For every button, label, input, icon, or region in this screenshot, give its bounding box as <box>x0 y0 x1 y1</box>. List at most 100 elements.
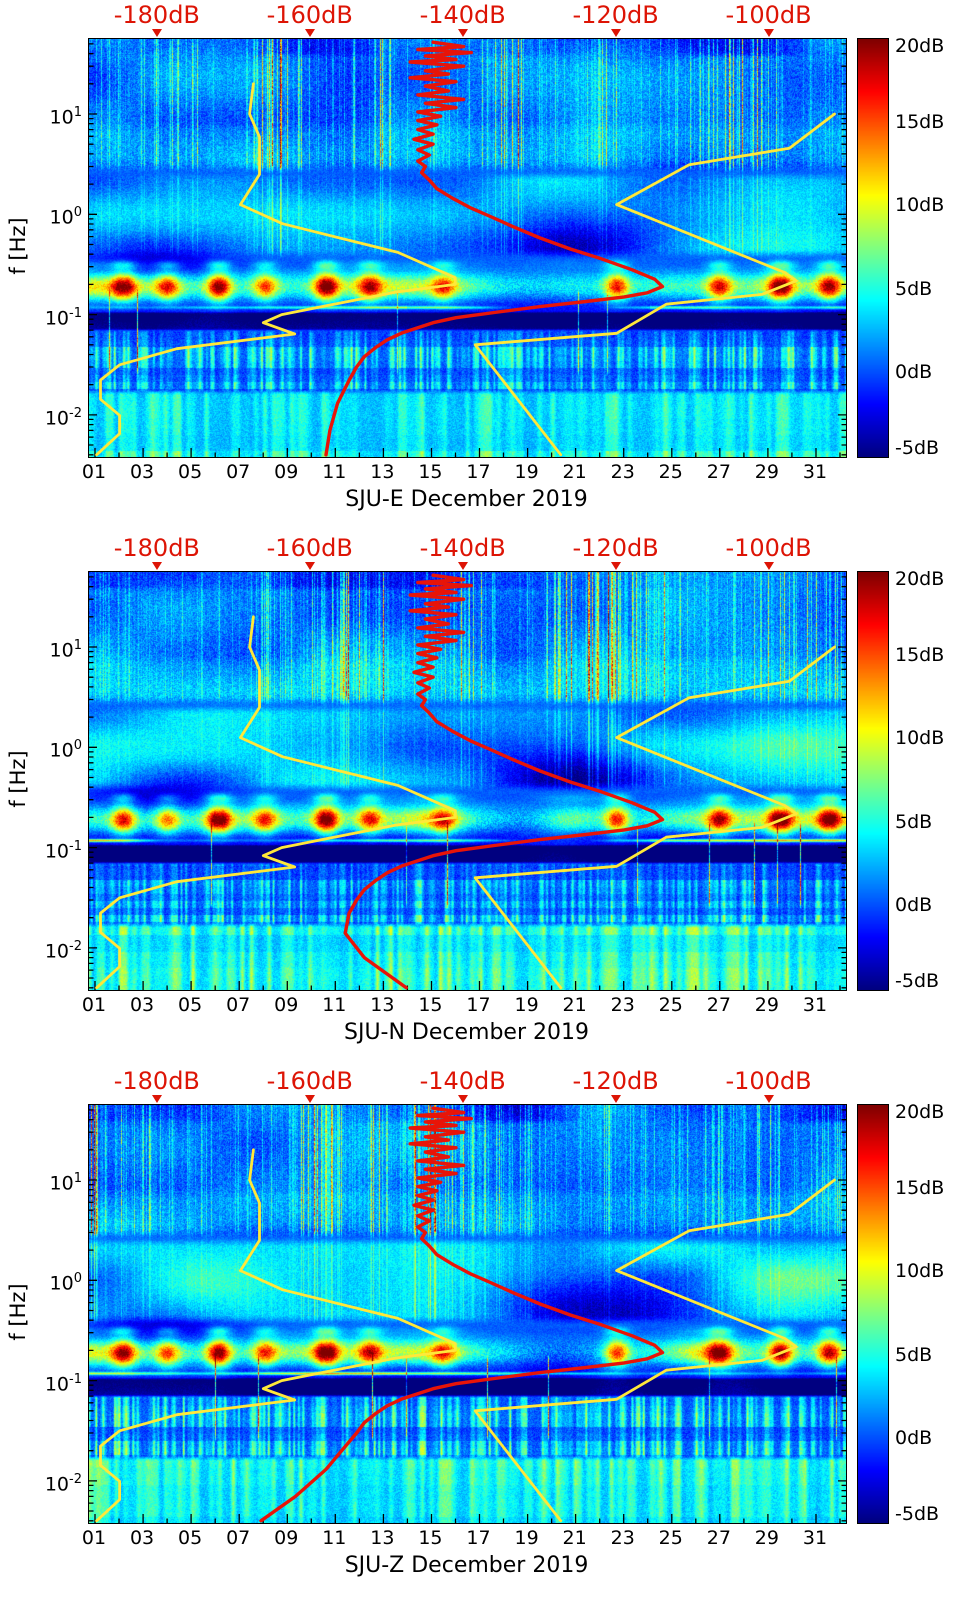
y-tick-label: 100 <box>49 205 82 229</box>
x-tick-label: 29 <box>754 461 779 483</box>
colorbar-tick-label: 0dB <box>895 894 933 917</box>
axis-ticks <box>89 1109 846 1523</box>
x-tick-label: 31 <box>802 994 828 1016</box>
spectrogram-sju-n <box>88 571 847 991</box>
colorbar-tick-label: 20dB <box>895 568 945 590</box>
colorbar-tick-label: 5dB <box>895 810 933 833</box>
panel-title: SJU-Z December 2019 <box>344 1553 589 1578</box>
y-tick-label: 100 <box>49 1271 82 1295</box>
x-tick-label: 27 <box>706 994 731 1016</box>
y-axis-label: f [Hz] <box>6 217 30 275</box>
top-db-tick-label: -140dB <box>419 1 506 29</box>
colorbar-tick-label: 10dB <box>895 194 945 217</box>
yellow-reference-curve-low <box>95 1148 457 1523</box>
top-db-tick-label: -160dB <box>266 1067 353 1095</box>
x-tick-label: 21 <box>562 994 587 1016</box>
y-tick-label: 10-1 <box>44 838 82 862</box>
colorbar-canvas <box>858 572 888 990</box>
x-tick-label: 27 <box>706 461 731 483</box>
x-tick-label: 31 <box>802 461 828 483</box>
top-db-tick-label: -160dB <box>266 1 353 29</box>
colorbar-tick-label: 20dB <box>895 1101 945 1123</box>
top-db-tick-marker <box>457 562 468 570</box>
y-tick-label: 10-1 <box>44 305 82 329</box>
colorbar-tick-label: 5dB <box>895 277 933 300</box>
top-db-tick-marker <box>610 562 621 570</box>
red-spectrum-curve <box>259 1106 665 1523</box>
y-tick-label: 100 <box>49 738 82 762</box>
colorbar-tick-label: -5dB <box>895 970 940 992</box>
top-db-tick-label: -180dB <box>113 534 200 562</box>
top-db-tick-marker <box>304 29 315 37</box>
red-spectrum-curve <box>343 573 665 990</box>
y-axis-label: f [Hz] <box>6 750 30 808</box>
top-db-tick-marker <box>304 562 315 570</box>
x-tick-label: 25 <box>658 1527 683 1549</box>
top-db-tick-label: -120dB <box>572 1 659 29</box>
top-db-tick-label: -100dB <box>725 1067 812 1095</box>
axis-ticks <box>89 43 846 457</box>
colorbar-tick-label: 10dB <box>895 1260 945 1283</box>
x-tick-label: 03 <box>129 1527 155 1549</box>
spectrogram-sju-z <box>88 1104 847 1524</box>
x-tick-label: 09 <box>274 1527 299 1549</box>
x-tick-label: 21 <box>562 461 587 483</box>
top-db-tick-marker <box>610 29 621 37</box>
top-db-tick-marker <box>763 1095 774 1103</box>
x-tick-label: 27 <box>706 1527 731 1549</box>
colorbar-tick-label: -5dB <box>895 1503 940 1525</box>
x-tick-label: 29 <box>754 1527 779 1549</box>
colorbar-tick-label: 5dB <box>895 1343 933 1366</box>
x-tick-label: 13 <box>370 1527 395 1549</box>
x-tick-label: 25 <box>658 461 683 483</box>
colorbar-tick-label: 15dB <box>895 1176 945 1199</box>
y-tick-label: 10-2 <box>44 938 82 963</box>
x-tick-label: 15 <box>418 1527 443 1549</box>
yellow-reference-curve-high <box>473 1178 836 1523</box>
x-tick-label: 17 <box>466 1527 491 1549</box>
panel-sju-n: -180dB -160dB -140dB -120dB -100dB f [Hz] 10… <box>0 533 962 1066</box>
top-db-tick-marker <box>151 1095 162 1103</box>
curves-overlay <box>89 1106 846 1523</box>
red-spectrum-curve <box>324 40 665 457</box>
spectrogram-canvas <box>89 1105 846 1523</box>
x-tick-label: 15 <box>418 994 443 1016</box>
top-db-tick-marker <box>151 562 162 570</box>
x-tick-label: 19 <box>514 461 539 483</box>
x-tick-label: 19 <box>514 994 539 1016</box>
spectrogram-sju-e <box>88 38 847 458</box>
colorbar-tick-label: 10dB <box>895 727 945 750</box>
x-tick-label: 15 <box>418 461 443 483</box>
top-db-tick-label: -140dB <box>419 534 506 562</box>
top-db-tick-marker <box>763 562 774 570</box>
top-db-tick-marker <box>457 1095 468 1103</box>
x-tick-label: 09 <box>274 994 299 1016</box>
colorbar-tick-label: 15dB <box>895 110 945 133</box>
panel-title: SJU-E December 2019 <box>345 487 588 512</box>
x-tick-label: 13 <box>370 461 395 483</box>
panel-title: SJU-N December 2019 <box>343 1020 589 1045</box>
curves-overlay <box>89 573 846 990</box>
x-tick-label: 23 <box>610 994 635 1016</box>
x-tick-label: 23 <box>610 461 635 483</box>
y-tick-label: 10-2 <box>44 1471 82 1496</box>
y-tick-label: 10-1 <box>44 1371 82 1395</box>
y-tick-label: 101 <box>49 105 82 129</box>
x-tick-label: 07 <box>226 994 251 1016</box>
x-tick-label: 23 <box>610 1527 635 1549</box>
top-db-tick-marker <box>763 29 774 37</box>
colorbar-canvas <box>858 1105 888 1523</box>
top-db-tick-label: -100dB <box>725 534 812 562</box>
yellow-reference-curve-high <box>473 645 836 990</box>
top-db-tick-label: -120dB <box>572 534 659 562</box>
x-tick-label: 07 <box>226 461 251 483</box>
yellow-reference-curve-high <box>473 112 836 457</box>
x-tick-label: 17 <box>466 994 491 1016</box>
spectrogram-canvas <box>89 39 846 457</box>
colorbar <box>857 1104 889 1524</box>
axis-ticks <box>89 576 846 990</box>
x-tick-label: 01 <box>81 461 107 483</box>
y-tick-label: 10-2 <box>44 405 82 430</box>
x-tick-label: 03 <box>129 994 155 1016</box>
